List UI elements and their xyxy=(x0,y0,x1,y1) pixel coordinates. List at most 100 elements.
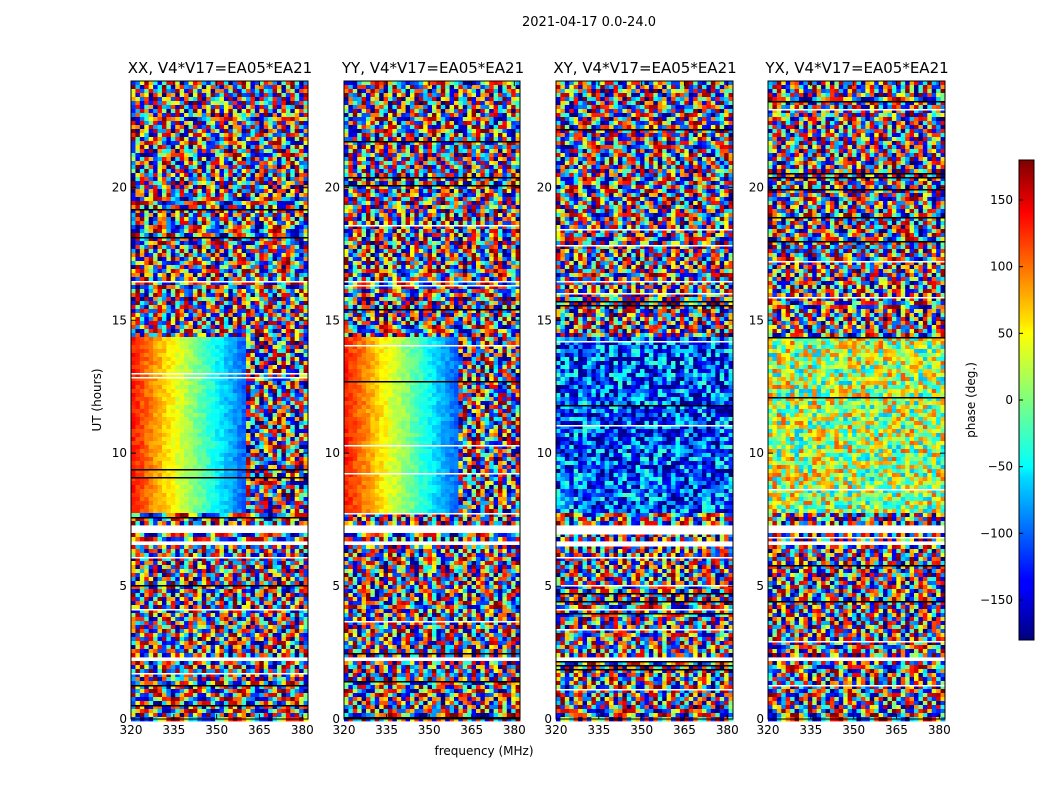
heatmap-cell xyxy=(193,141,198,145)
heatmap-cell xyxy=(255,173,260,177)
heatmap-cell xyxy=(140,173,145,177)
heatmap-cell xyxy=(259,165,264,169)
heatmap-cell xyxy=(264,193,269,197)
heatmap-cell xyxy=(140,81,145,85)
heatmap-cell xyxy=(189,253,194,257)
heatmap-cell xyxy=(277,129,282,133)
heatmap-cell xyxy=(175,193,180,197)
heatmap-cell xyxy=(171,129,176,133)
heatmap-cell xyxy=(149,85,154,89)
heatmap-cell xyxy=(299,153,304,157)
heatmap-cell xyxy=(220,221,225,225)
heatmap-cell xyxy=(237,117,242,121)
heatmap-cell xyxy=(220,165,225,169)
heatmap-cell xyxy=(140,137,145,141)
heatmap-cell xyxy=(273,89,278,93)
heatmap-cell xyxy=(255,213,260,217)
heatmap-cell xyxy=(153,113,158,117)
heatmap-cell xyxy=(184,165,189,169)
heatmap-cell xyxy=(180,113,185,117)
heatmap-cell xyxy=(246,185,251,189)
heatmap-cell xyxy=(171,153,176,157)
heatmap-cell xyxy=(215,141,220,145)
heatmap-cell xyxy=(144,249,149,253)
heatmap-cell xyxy=(131,221,136,225)
heatmap-cell xyxy=(158,85,163,89)
heatmap-cell xyxy=(233,117,238,121)
heatmap-cell xyxy=(255,185,260,189)
heatmap-cell xyxy=(202,233,207,237)
heatmap-cell xyxy=(281,265,286,269)
heatmap-cell xyxy=(175,129,180,133)
heatmap-cell xyxy=(171,81,176,85)
heatmap-cell xyxy=(131,173,136,177)
heatmap-cell xyxy=(264,229,269,233)
heatmap-cell xyxy=(237,233,242,237)
heatmap-cell xyxy=(259,161,264,165)
heatmap-cell xyxy=(197,129,202,133)
heatmap-cell xyxy=(290,101,295,105)
heatmap-cell xyxy=(184,153,189,157)
heatmap-cell xyxy=(153,125,158,129)
heatmap-cell xyxy=(233,165,238,169)
heatmap-cell xyxy=(149,185,154,189)
heatmap-cell xyxy=(250,197,255,201)
heatmap-cell xyxy=(290,113,295,117)
heatmap-cell xyxy=(273,265,278,269)
heatmap-cell xyxy=(166,181,171,185)
heatmap-cell xyxy=(180,213,185,217)
heatmap-cell xyxy=(233,157,238,161)
heatmap-cell xyxy=(171,141,176,145)
heatmap-cell xyxy=(268,81,273,85)
heatmap-cell xyxy=(286,185,291,189)
heatmap-cell xyxy=(158,181,163,185)
heatmap-cell xyxy=(206,245,211,249)
heatmap-cell xyxy=(211,141,216,145)
heatmap-cell xyxy=(246,173,251,177)
heatmap-cell xyxy=(175,101,180,105)
heatmap-cell xyxy=(215,165,220,169)
heatmap-cell xyxy=(189,245,194,249)
heatmap-cell xyxy=(180,97,185,101)
heatmap-cell xyxy=(166,245,171,249)
heatmap-cell xyxy=(175,89,180,93)
heatmap-cell xyxy=(149,225,154,229)
heatmap-cell xyxy=(299,149,304,153)
heatmap-cell xyxy=(206,213,211,217)
heatmap-cell xyxy=(242,169,247,173)
heatmap-cell xyxy=(277,125,282,129)
heatmap-cell xyxy=(135,157,140,161)
heatmap-cell xyxy=(220,233,225,237)
heatmap-cell xyxy=(259,181,264,185)
heatmap-cell xyxy=(228,85,233,89)
heatmap-cell xyxy=(149,125,154,129)
heatmap-cell xyxy=(215,201,220,205)
heatmap-cell xyxy=(211,165,216,169)
heatmap-cell xyxy=(295,205,300,209)
heatmap-cell xyxy=(237,137,242,141)
heatmap-cell xyxy=(180,117,185,121)
heatmap-cell xyxy=(281,133,286,137)
heatmap-cell xyxy=(184,197,189,201)
heatmap-cell xyxy=(184,225,189,229)
heatmap-cell xyxy=(286,213,291,217)
heatmap-cell xyxy=(286,177,291,181)
heatmap-cell xyxy=(299,197,304,201)
heatmap-cell xyxy=(295,141,300,145)
heatmap-cell xyxy=(153,217,158,221)
heatmap-cell xyxy=(215,129,220,133)
heatmap-cell xyxy=(224,141,229,145)
heatmap-cell xyxy=(246,121,251,125)
heatmap-cell xyxy=(295,261,300,265)
heatmap-cell xyxy=(242,185,247,189)
heatmap-cell xyxy=(202,185,207,189)
heatmap-cell xyxy=(290,205,295,209)
heatmap-cell xyxy=(255,137,260,141)
heatmap-cell xyxy=(290,197,295,201)
heatmap-cell xyxy=(281,153,286,157)
heatmap-cell xyxy=(193,261,198,265)
heatmap-cell xyxy=(135,173,140,177)
heatmap-cell xyxy=(286,201,291,205)
heatmap-cell xyxy=(273,145,278,149)
heatmap-cell xyxy=(135,133,140,137)
